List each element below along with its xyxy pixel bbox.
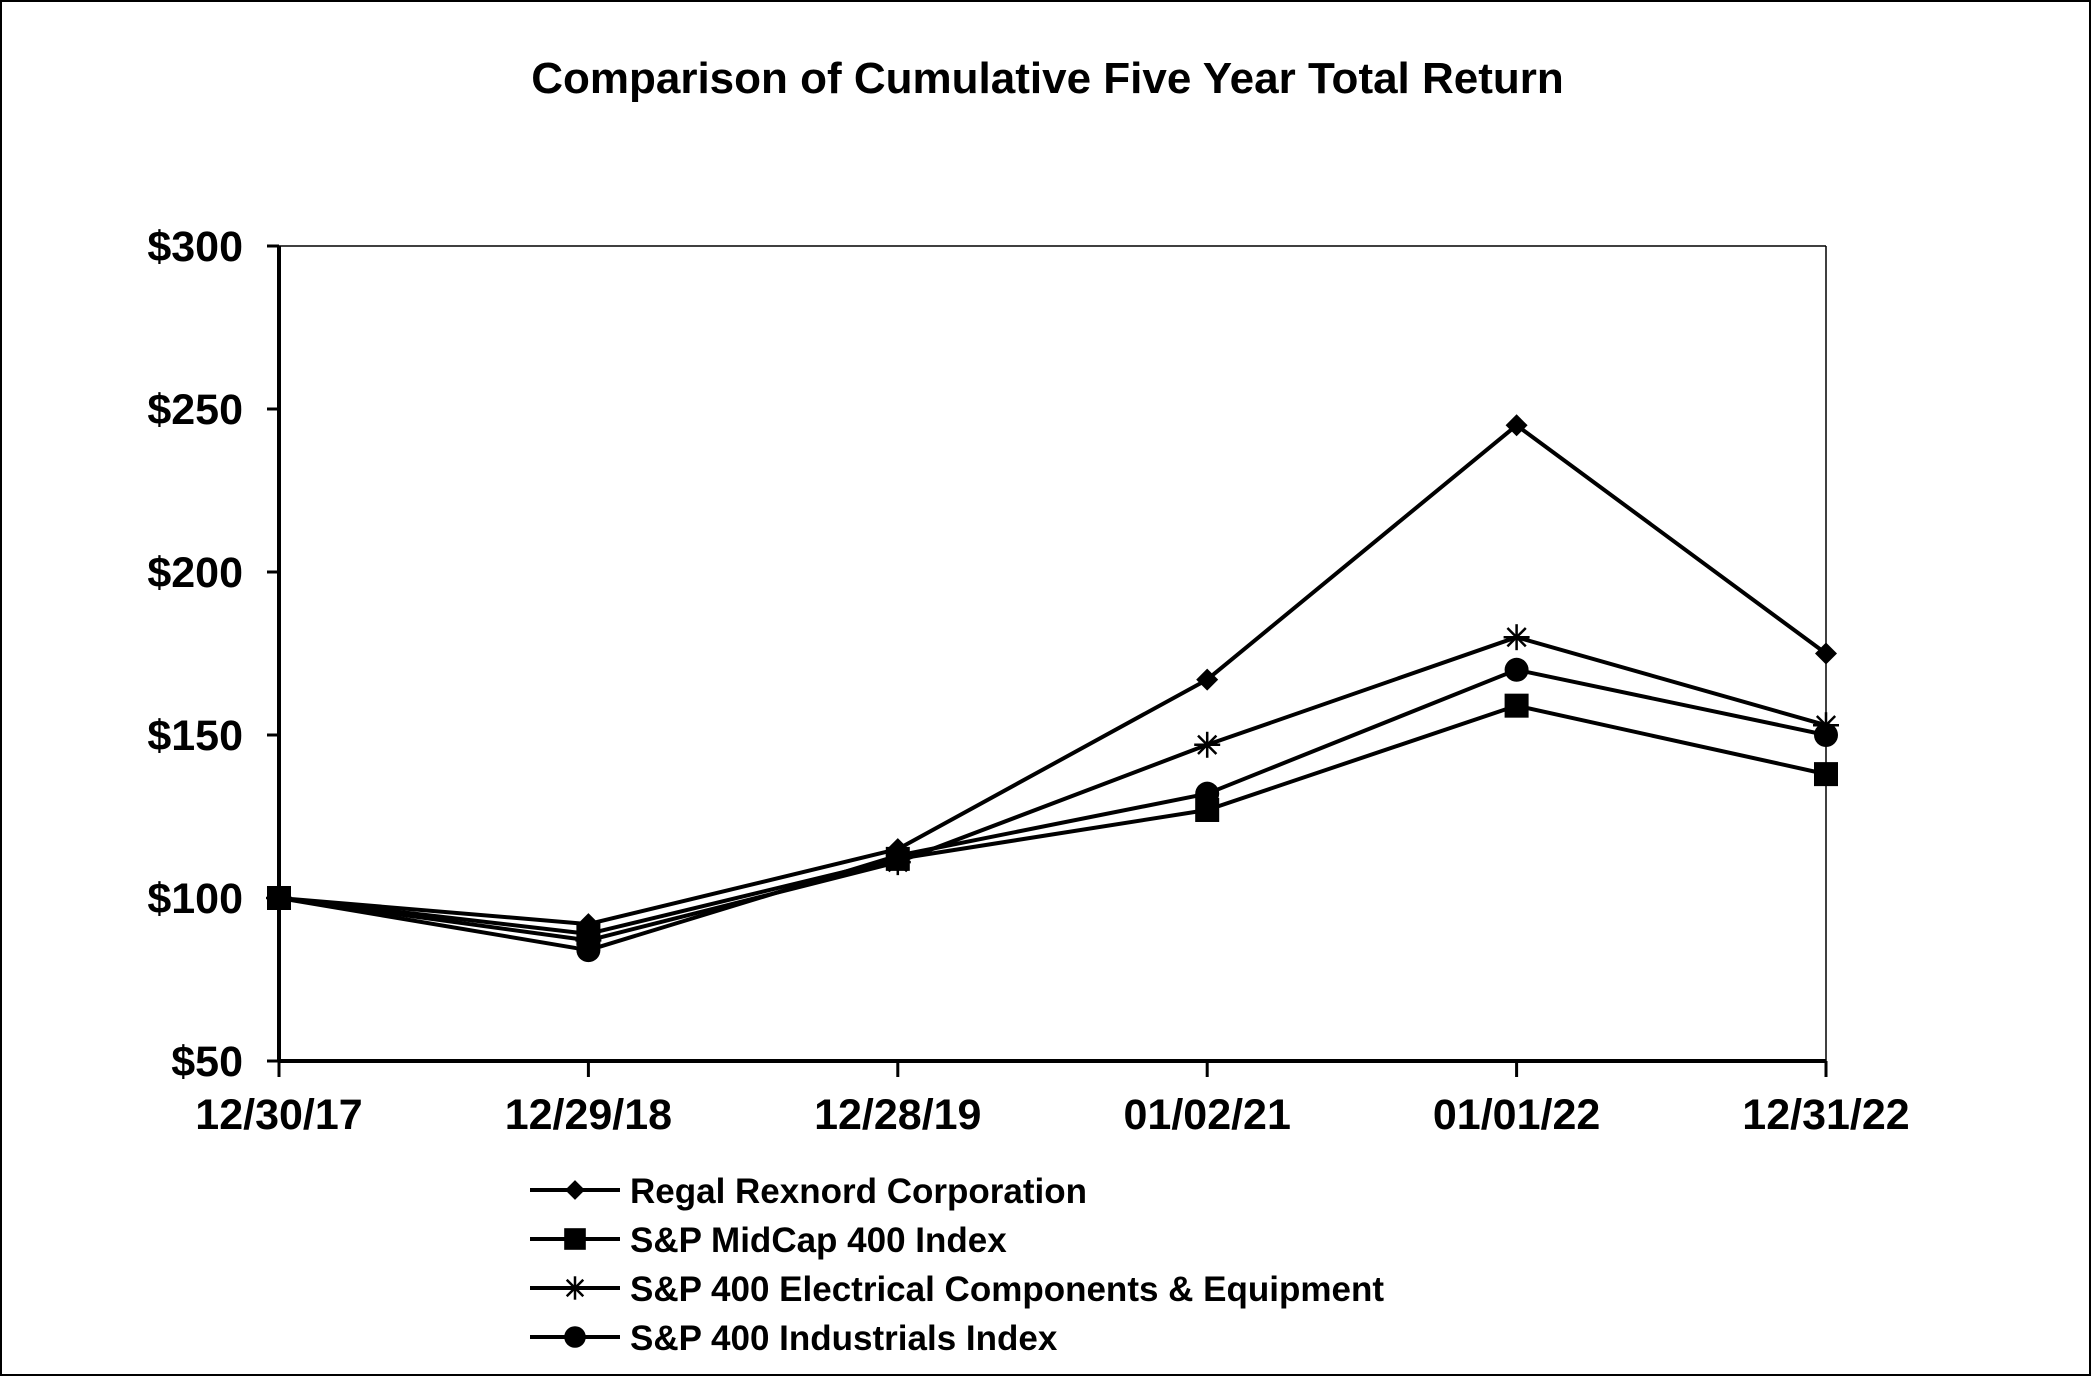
- series-0-point: [1815, 642, 1837, 665]
- series-3-point: [1504, 657, 1529, 682]
- x-tick-label: 01/01/22: [1433, 1091, 1600, 1139]
- series-3-point: [1814, 723, 1838, 747]
- y-tick-label: $150: [147, 712, 243, 760]
- series-3-point: [885, 843, 910, 868]
- series-1-point: [1814, 762, 1838, 787]
- series-3-point: [267, 886, 291, 910]
- legend-label: S&P 400 Industrials Index: [630, 1319, 1058, 1358]
- legend-marker: [564, 1228, 586, 1250]
- series-line-3: [278, 667, 1827, 953]
- series-3-point: [576, 938, 601, 963]
- y-tick-label: $50: [171, 1038, 243, 1086]
- series-line-2: [278, 635, 1827, 943]
- series-1-point: [1504, 693, 1529, 718]
- series-0-point: [1505, 414, 1528, 437]
- x-tick-label: 12/30/17: [195, 1091, 362, 1139]
- legend-label: Regal Rexnord Corporation: [630, 1172, 1087, 1211]
- x-tick-label: 12/29/18: [505, 1091, 672, 1139]
- legend-label: S&P MidCap 400 Index: [630, 1221, 1007, 1260]
- series-line-0: [278, 423, 1828, 927]
- legend-marker: [565, 1180, 585, 1200]
- y-tick-label: $300: [147, 223, 243, 271]
- y-tick-label: $100: [147, 875, 243, 923]
- x-tick-label: 01/02/21: [1124, 1091, 1291, 1139]
- x-tick-label: 12/28/19: [814, 1091, 981, 1139]
- series-line-1: [278, 703, 1827, 936]
- x-tick-label: 12/31/22: [1742, 1091, 1909, 1139]
- series-2-point: [1194, 731, 1221, 758]
- legend-label: S&P 400 Electrical Components & Equipmen…: [630, 1270, 1384, 1309]
- chart-title: Comparison of Cumulative Five Year Total…: [531, 54, 1564, 103]
- series-3-point: [1195, 781, 1220, 806]
- series-2-point: [1503, 624, 1530, 651]
- series-0-point: [1196, 668, 1219, 691]
- legend-marker: [564, 1326, 586, 1348]
- legend-marker: [563, 1276, 587, 1300]
- y-tick-label: $250: [147, 386, 243, 434]
- y-tick-label: $200: [147, 549, 243, 597]
